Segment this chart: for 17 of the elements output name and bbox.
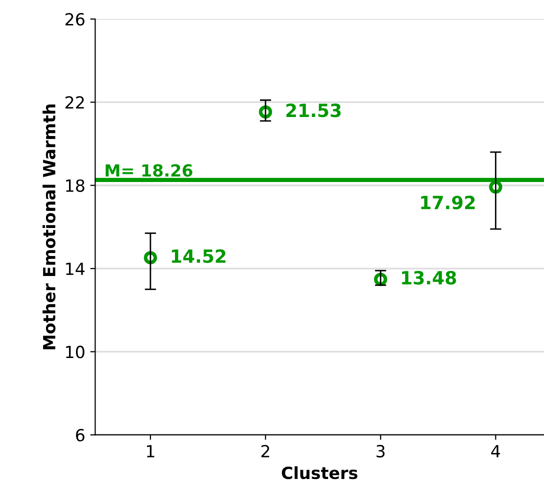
data-label: 13.48	[402, 270, 456, 285]
y-tick-label: 10	[66, 346, 84, 358]
data-label: 21.53	[286, 104, 341, 118]
x-tick-label: 1	[146, 445, 154, 458]
x-axis-title: Clusters	[282, 466, 358, 480]
y-tick-label: 22	[65, 96, 84, 109]
y-axis-title: Mother Emotional Warmth	[42, 104, 56, 350]
data-label: 14.52	[172, 249, 226, 263]
data-label: 17.92	[421, 196, 475, 210]
x-tick-label: 2	[261, 444, 270, 458]
x-tick-label: 3	[376, 444, 385, 458]
ref-line-label: M= 18.26	[106, 164, 192, 177]
x-tick-label: 4	[491, 445, 500, 458]
y-tick-label: 6	[76, 428, 84, 442]
y-tick-label: 14	[66, 262, 85, 275]
y-tick-label: 26	[65, 13, 84, 26]
y-tick-label: 18	[66, 179, 84, 192]
